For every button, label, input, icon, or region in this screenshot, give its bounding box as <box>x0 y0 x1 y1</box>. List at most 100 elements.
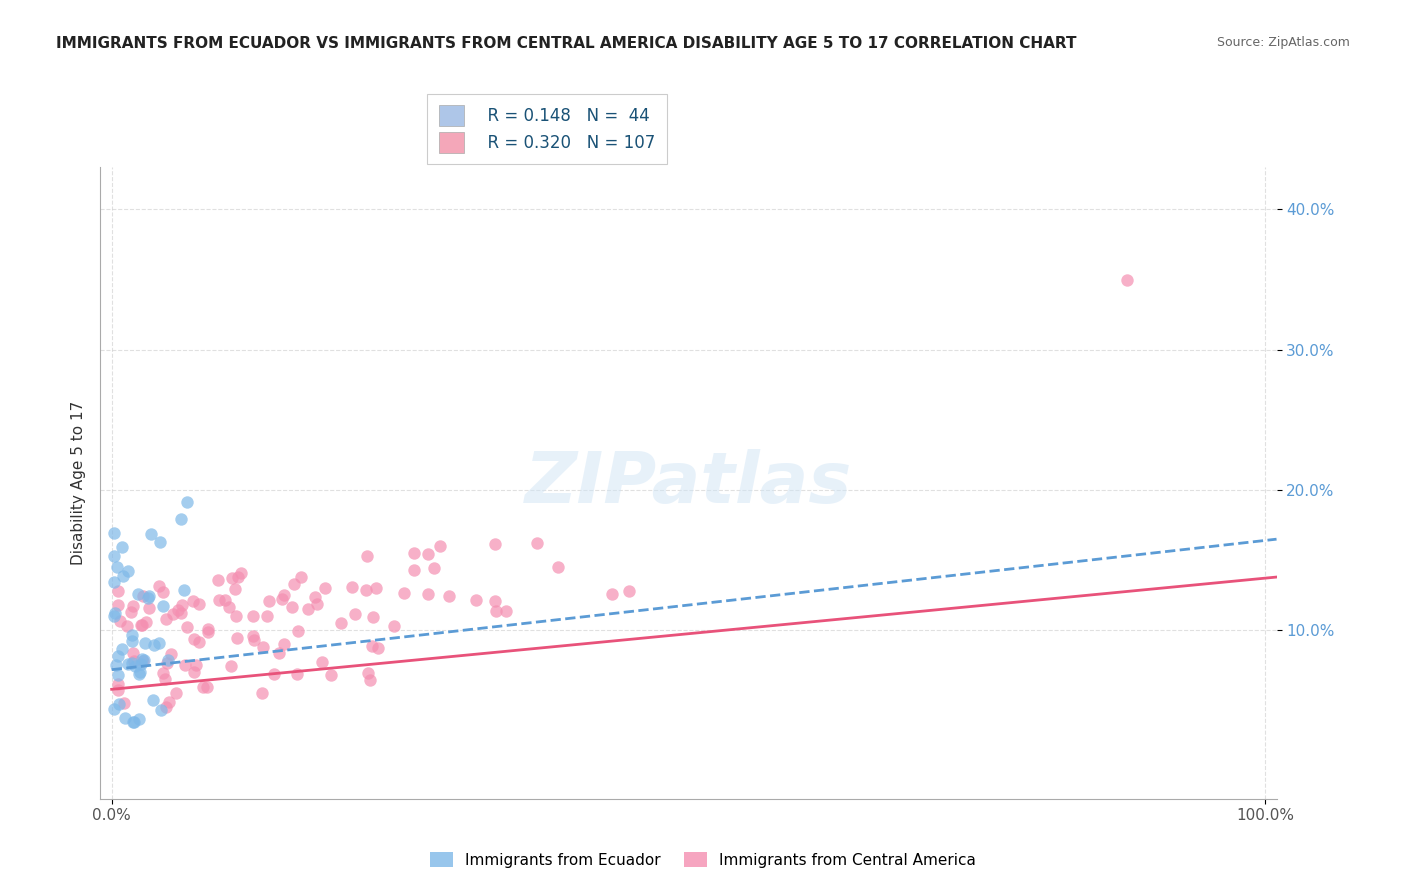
Point <box>131 618 153 632</box>
Point <box>155 699 177 714</box>
Point <box>495 604 517 618</box>
Point <box>429 539 451 553</box>
Point <box>221 570 243 584</box>
Point <box>297 601 319 615</box>
Point <box>129 665 152 679</box>
Point <box>361 610 384 624</box>
Point <box>122 655 145 669</box>
Point <box>121 633 143 648</box>
Point <box>107 649 129 664</box>
Point <box>526 535 548 549</box>
Point <box>107 583 129 598</box>
Point <box>105 559 128 574</box>
Point <box>115 618 138 632</box>
Point <box>256 609 278 624</box>
Point <box>183 665 205 679</box>
Point <box>437 590 460 604</box>
Point <box>485 604 508 618</box>
Point <box>143 638 166 652</box>
Point <box>111 642 134 657</box>
Point <box>195 681 218 695</box>
Legend: Immigrants from Ecuador, Immigrants from Central America: Immigrants from Ecuador, Immigrants from… <box>423 844 983 875</box>
Point <box>121 628 143 642</box>
Point <box>252 686 274 700</box>
Point <box>1115 272 1137 286</box>
Point <box>330 615 353 630</box>
Point <box>263 667 285 681</box>
Point <box>176 620 198 634</box>
Point <box>176 495 198 509</box>
Point <box>155 612 177 626</box>
Point <box>356 549 378 564</box>
Point <box>382 619 405 633</box>
Point <box>132 653 155 667</box>
Point <box>225 609 247 624</box>
Y-axis label: Disability Age 5 to 17: Disability Age 5 to 17 <box>72 401 86 566</box>
Point <box>149 534 172 549</box>
Point <box>127 587 149 601</box>
Point <box>181 593 204 607</box>
Point <box>173 658 195 673</box>
Point <box>319 668 342 682</box>
Point <box>103 575 125 590</box>
Point <box>617 584 640 599</box>
Point <box>269 647 291 661</box>
Point <box>243 633 266 648</box>
Point <box>122 714 145 729</box>
Point <box>136 591 159 606</box>
Point <box>271 591 294 606</box>
Point <box>314 581 336 595</box>
Point <box>129 657 152 671</box>
Point <box>357 666 380 681</box>
Point <box>138 589 160 603</box>
Point <box>112 696 135 710</box>
Point <box>156 653 179 667</box>
Point <box>108 614 131 628</box>
Point <box>273 588 295 602</box>
Point <box>121 656 143 670</box>
Point <box>103 702 125 716</box>
Point <box>242 629 264 643</box>
Point <box>103 549 125 564</box>
Point <box>108 697 131 711</box>
Point <box>290 570 312 584</box>
Point <box>197 623 219 637</box>
Point <box>280 599 302 614</box>
Point <box>105 657 128 672</box>
Point <box>218 599 240 614</box>
Point <box>183 632 205 646</box>
Point <box>170 599 193 613</box>
Point <box>152 665 174 680</box>
Point <box>226 569 249 583</box>
Point <box>283 577 305 591</box>
Point <box>394 586 416 600</box>
Point <box>117 657 139 671</box>
Point <box>600 586 623 600</box>
Point <box>120 605 142 619</box>
Point <box>111 568 134 582</box>
Point <box>160 647 183 661</box>
Point <box>134 636 156 650</box>
Point <box>402 546 425 560</box>
Point <box>128 712 150 726</box>
Point <box>148 578 170 592</box>
Point <box>484 537 506 551</box>
Point <box>122 714 145 729</box>
Point <box>207 593 229 607</box>
Point <box>107 598 129 612</box>
Point <box>402 563 425 577</box>
Point <box>231 566 253 581</box>
Point <box>104 606 127 620</box>
Point <box>128 667 150 681</box>
Point <box>342 580 364 594</box>
Text: Source: ZipAtlas.com: Source: ZipAtlas.com <box>1216 36 1350 49</box>
Point <box>311 655 333 669</box>
Point <box>242 608 264 623</box>
Point <box>364 581 387 595</box>
Point <box>173 582 195 597</box>
Point <box>354 582 377 597</box>
Point <box>359 673 381 687</box>
Point <box>361 640 384 654</box>
Point <box>167 603 190 617</box>
Point <box>150 702 173 716</box>
